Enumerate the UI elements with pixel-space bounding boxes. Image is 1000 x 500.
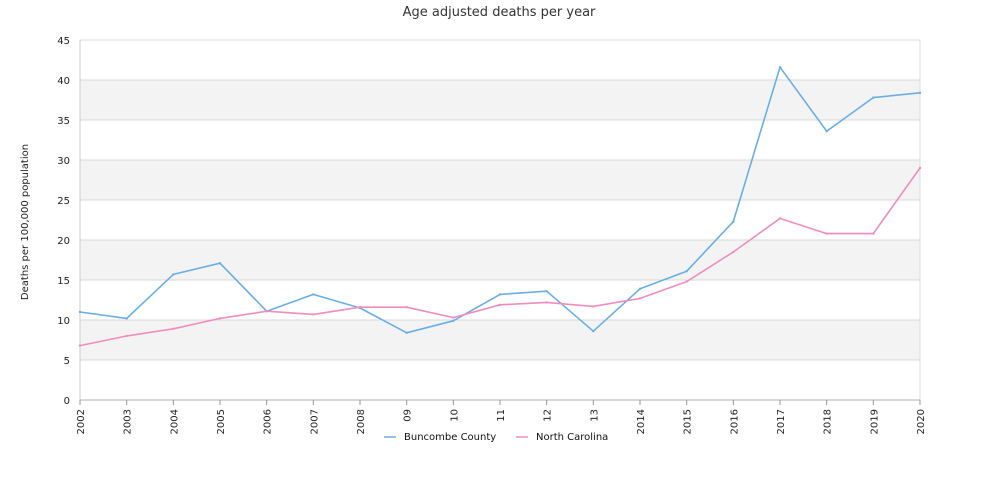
x-tick-label: 2018 xyxy=(823,409,834,434)
axes xyxy=(79,40,921,405)
x-tick-labels: 2002 2003 2004 2005 2006 2007 2008 09 10 11 12 13 20… xyxy=(76,409,927,434)
x-tick-label: 09 xyxy=(403,409,414,422)
x-tick-label: 2008 xyxy=(356,409,367,434)
data-point-north-carolina[interactable] xyxy=(265,310,268,313)
data-point-north-carolina[interactable] xyxy=(545,301,548,304)
data-point-north-carolina[interactable] xyxy=(778,217,782,220)
x-tick-label: 2020 xyxy=(916,409,927,434)
y-tick-label: 35 xyxy=(57,116,70,127)
grid-band xyxy=(80,360,920,400)
grid-bands xyxy=(80,40,920,400)
x-tick-label: 2002 xyxy=(76,409,87,434)
data-point-north-carolina[interactable] xyxy=(78,344,82,347)
x-tick-label: 2019 xyxy=(869,409,880,434)
grid-band xyxy=(80,280,920,320)
legend-label[interactable]: Buncombe County xyxy=(404,432,496,443)
y-tick-label: 45 xyxy=(57,36,70,47)
x-tick-label: 2014 xyxy=(636,409,647,434)
y-tick-label: 10 xyxy=(57,316,70,327)
data-point-buncombe-county[interactable] xyxy=(218,262,222,265)
data-point-buncombe-county[interactable] xyxy=(78,310,82,314)
grid-band xyxy=(80,160,920,200)
grid-band xyxy=(80,40,920,80)
y-tick-labels: 0 5 10 15 20 25 30 35 40 45 xyxy=(57,36,70,407)
legend: Buncombe County North Carolina xyxy=(384,432,608,443)
y-axis-title: Deaths per 100,000 population xyxy=(20,144,31,300)
grid-band xyxy=(80,80,920,120)
data-point-buncombe-county[interactable] xyxy=(732,220,735,223)
y-tick-label: 40 xyxy=(57,76,70,87)
y-tick-label: 15 xyxy=(57,276,70,287)
y-tick-label: 25 xyxy=(57,196,70,207)
x-tick-label: 2004 xyxy=(169,409,180,434)
grid-band xyxy=(80,240,920,280)
data-point-buncombe-county[interactable] xyxy=(825,130,828,133)
data-point-buncombe-county[interactable] xyxy=(312,293,315,296)
data-point-buncombe-county[interactable] xyxy=(918,91,922,95)
y-tick-label: 30 xyxy=(57,156,70,167)
x-tick-label: 2006 xyxy=(263,409,274,434)
data-point-north-carolina[interactable] xyxy=(872,232,875,235)
data-point-buncombe-county[interactable] xyxy=(778,66,782,69)
x-tick-label: 12 xyxy=(543,409,554,422)
data-point-buncombe-county[interactable] xyxy=(592,330,595,333)
data-point-north-carolina[interactable] xyxy=(358,306,362,309)
x-tick-label: 2015 xyxy=(683,409,694,434)
x-tick-label: 2007 xyxy=(309,409,320,434)
grid-band xyxy=(80,120,920,160)
x-tick-label: 2017 xyxy=(776,409,787,434)
data-point-north-carolina[interactable] xyxy=(218,317,222,320)
y-tick-label: 20 xyxy=(57,236,70,247)
data-point-buncombe-county[interactable] xyxy=(452,319,455,322)
data-point-north-carolina[interactable] xyxy=(405,306,408,309)
data-point-buncombe-county[interactable] xyxy=(685,270,688,273)
x-tick-label: 11 xyxy=(496,409,507,422)
chart-title: Age adjusted deaths per year xyxy=(403,5,596,20)
y-tick-label: 5 xyxy=(64,356,70,367)
data-point-buncombe-county[interactable] xyxy=(545,290,548,293)
x-tick-label: 13 xyxy=(589,409,600,422)
y-tick-label: 0 xyxy=(64,396,70,407)
data-point-buncombe-county[interactable] xyxy=(872,96,875,99)
data-point-north-carolina[interactable] xyxy=(125,334,128,338)
legend-label[interactable]: North Carolina xyxy=(536,432,608,443)
grid-band xyxy=(80,200,920,240)
data-point-buncombe-county[interactable] xyxy=(498,293,502,296)
data-point-north-carolina[interactable] xyxy=(172,327,175,330)
x-tick-label: 10 xyxy=(449,409,460,422)
data-point-buncombe-county[interactable] xyxy=(172,273,175,276)
data-point-buncombe-county[interactable] xyxy=(405,331,408,334)
gridlines xyxy=(80,39,920,401)
data-point-north-carolina[interactable] xyxy=(452,316,455,319)
series-lines xyxy=(78,66,922,347)
data-point-north-carolina[interactable] xyxy=(638,297,642,300)
data-point-buncombe-county[interactable] xyxy=(638,287,642,290)
data-point-north-carolina[interactable] xyxy=(825,232,828,235)
data-point-buncombe-county[interactable] xyxy=(125,317,128,320)
data-point-north-carolina[interactable] xyxy=(732,250,735,254)
grid-band xyxy=(80,320,920,360)
data-point-north-carolina[interactable] xyxy=(312,313,315,316)
data-point-north-carolina[interactable] xyxy=(918,166,922,170)
data-point-north-carolina[interactable] xyxy=(685,280,688,283)
x-tick-label: 2003 xyxy=(123,409,134,434)
x-tick-label: 2005 xyxy=(216,409,227,434)
x-tick-label: 2016 xyxy=(729,409,740,434)
data-point-north-carolina[interactable] xyxy=(498,303,502,306)
data-point-north-carolina[interactable] xyxy=(592,305,595,308)
